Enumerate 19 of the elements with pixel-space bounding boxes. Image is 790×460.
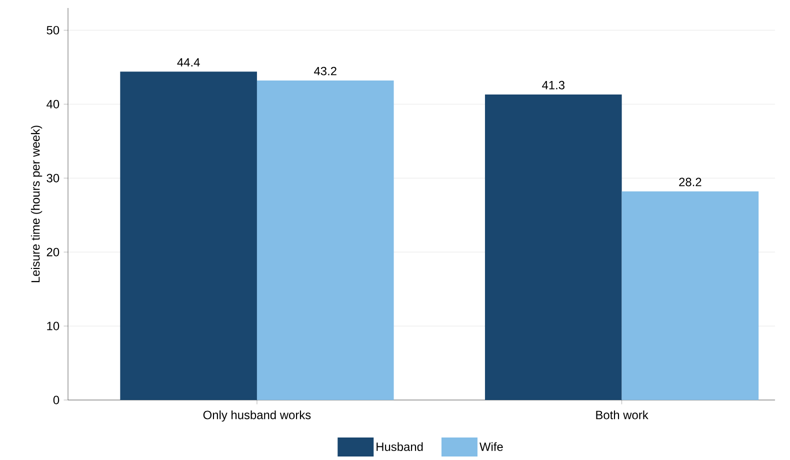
x-tick-label: Only husband works bbox=[203, 410, 311, 422]
y-tick-label: 50 bbox=[46, 26, 60, 34]
x-tick-label: Both work bbox=[596, 410, 648, 420]
y-tick-label: 40 bbox=[46, 100, 60, 108]
data-label: 43.2 bbox=[314, 66, 336, 76]
bar bbox=[256, 80, 394, 400]
bar bbox=[120, 72, 257, 400]
data-label: 44.4 bbox=[177, 58, 200, 66]
legend-label: Husband bbox=[376, 442, 423, 452]
y-tick-label: 0 bbox=[53, 396, 60, 404]
data-label: 28.2 bbox=[679, 178, 702, 186]
y-tick-label: 10 bbox=[47, 322, 60, 330]
legend-label: Wife bbox=[480, 442, 503, 452]
data-label: 41.3 bbox=[542, 80, 564, 90]
bar bbox=[622, 191, 759, 400]
y-axis-title: Leisure time (hours per week) bbox=[30, 126, 42, 282]
y-tick-label: 20 bbox=[46, 248, 60, 256]
bar bbox=[484, 94, 622, 400]
y-tick-label: 30 bbox=[46, 174, 60, 182]
